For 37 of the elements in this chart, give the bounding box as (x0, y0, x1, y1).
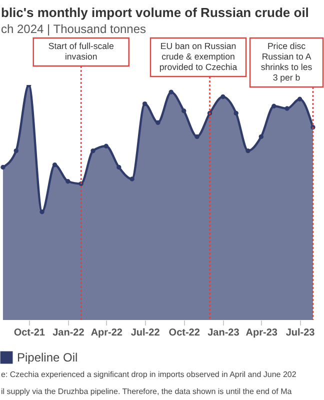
point (234, 110, 238, 116)
point (168, 90, 174, 94)
x-tick-label: Oct-21 (14, 328, 46, 338)
x-tick-label: Jul-22 (130, 328, 160, 338)
x-tick-label: Jul-23 (286, 328, 316, 338)
ref-line-label: Price disc Russian to A shrinks to les 3 per b (260, 41, 313, 82)
point (90, 148, 96, 154)
point (14, 148, 18, 154)
chart-subtitle: ch 2024 | Thousand tonnes (1, 22, 146, 36)
point (156, 120, 160, 125)
text: e: Czechia experienced a significant drop in imports observed in April and June 202 (1, 370, 297, 379)
point (52, 162, 58, 168)
x-tick-label: Oct-22 (168, 328, 200, 338)
ref-line-label: Start of full-scale invasion (48, 41, 114, 62)
x-tick-label: Apr-23 (246, 328, 278, 338)
chart-title: blic's monthly import volume of Russian crude oil (1, 5, 309, 20)
point (0, 164, 6, 170)
x-tick-label: Jan-22 (52, 328, 85, 338)
point (104, 144, 109, 148)
point (246, 148, 250, 154)
point (182, 108, 186, 114)
point (272, 104, 276, 108)
point (66, 179, 70, 184)
point (40, 210, 44, 214)
x-tick-label: Apr-22 (90, 328, 123, 338)
x-tick-label: Jan-23 (208, 328, 240, 338)
legend-label: Pipeline Oil (17, 350, 78, 364)
point (220, 94, 226, 100)
point (194, 134, 200, 140)
point (258, 134, 264, 140)
point (116, 164, 122, 170)
point (142, 101, 148, 106)
point (284, 106, 290, 111)
point (130, 176, 134, 182)
ref-line-label: EU ban on Russian crude & exemption provided to Czechia (159, 41, 238, 72)
text: il supply via the Druzhba pipeline. Therefore, the data shown is until the end of Ma (1, 387, 292, 396)
point (297, 96, 302, 102)
